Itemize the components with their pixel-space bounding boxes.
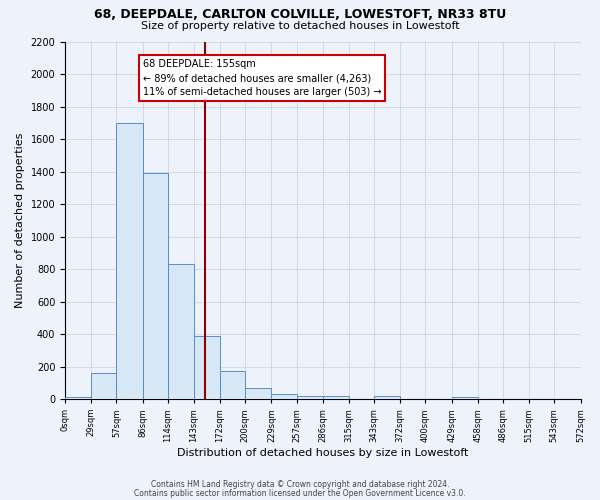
Bar bbox=[245, 388, 271, 399]
Text: Contains public sector information licensed under the Open Government Licence v3: Contains public sector information licen… bbox=[134, 489, 466, 498]
Bar bbox=[91, 373, 116, 399]
Bar bbox=[452, 396, 478, 399]
Text: 68 DEEPDALE: 155sqm
← 89% of detached houses are smaller (4,263)
11% of semi-det: 68 DEEPDALE: 155sqm ← 89% of detached ho… bbox=[143, 60, 381, 98]
X-axis label: Distribution of detached houses by size in Lowestoft: Distribution of detached houses by size … bbox=[177, 448, 469, 458]
Bar bbox=[168, 264, 194, 399]
Bar bbox=[65, 396, 91, 399]
Bar bbox=[296, 396, 323, 399]
Bar bbox=[271, 394, 296, 399]
Y-axis label: Number of detached properties: Number of detached properties bbox=[15, 132, 25, 308]
Bar bbox=[323, 396, 349, 399]
Bar bbox=[143, 173, 168, 399]
Bar bbox=[220, 372, 245, 399]
Bar bbox=[116, 123, 143, 399]
Bar bbox=[194, 336, 220, 399]
Text: 68, DEEPDALE, CARLTON COLVILLE, LOWESTOFT, NR33 8TU: 68, DEEPDALE, CARLTON COLVILLE, LOWESTOF… bbox=[94, 8, 506, 20]
Bar bbox=[374, 396, 400, 399]
Text: Contains HM Land Registry data © Crown copyright and database right 2024.: Contains HM Land Registry data © Crown c… bbox=[151, 480, 449, 489]
Text: Size of property relative to detached houses in Lowestoft: Size of property relative to detached ho… bbox=[140, 21, 460, 31]
